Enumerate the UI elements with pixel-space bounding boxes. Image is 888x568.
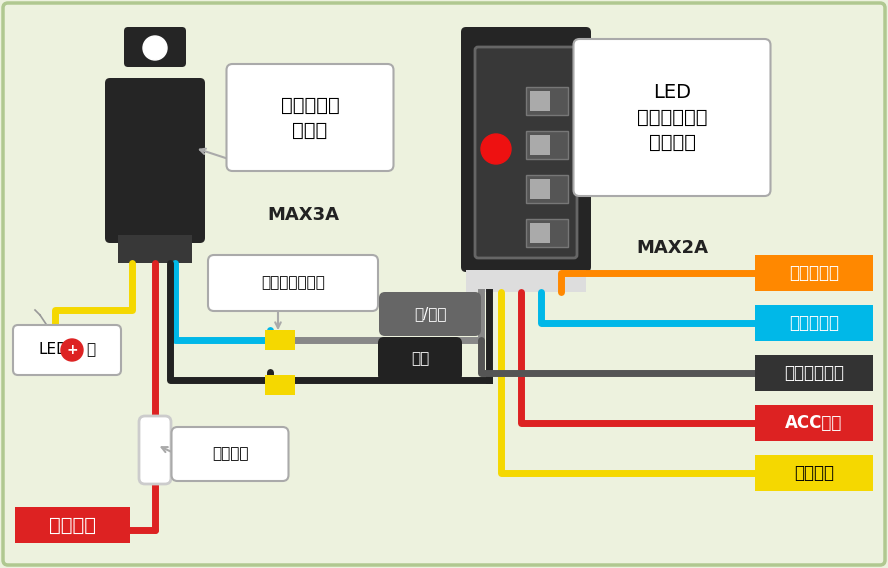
- Text: カーテシ線: カーテシ線: [789, 314, 839, 332]
- Text: ユニット用
リレー: ユニット用 リレー: [281, 95, 339, 140]
- FancyBboxPatch shape: [526, 219, 568, 247]
- Text: ACC電源: ACC電源: [785, 414, 843, 432]
- Text: 黒/白線: 黒/白線: [414, 307, 447, 321]
- FancyBboxPatch shape: [755, 455, 873, 491]
- Text: 常時電源: 常時電源: [794, 464, 834, 482]
- FancyBboxPatch shape: [139, 416, 171, 484]
- FancyBboxPatch shape: [530, 91, 550, 111]
- FancyBboxPatch shape: [208, 255, 378, 311]
- Text: ヒューズ: ヒューズ: [211, 446, 249, 461]
- FancyBboxPatch shape: [171, 427, 289, 481]
- FancyBboxPatch shape: [526, 175, 568, 203]
- FancyBboxPatch shape: [755, 255, 873, 291]
- Text: LED: LED: [38, 343, 67, 357]
- Circle shape: [61, 339, 83, 361]
- FancyBboxPatch shape: [530, 179, 550, 199]
- Text: +: +: [67, 343, 78, 357]
- FancyBboxPatch shape: [530, 223, 550, 243]
- Circle shape: [481, 134, 511, 164]
- FancyBboxPatch shape: [526, 87, 568, 115]
- FancyBboxPatch shape: [475, 47, 577, 258]
- FancyBboxPatch shape: [13, 325, 121, 375]
- FancyBboxPatch shape: [265, 330, 295, 350]
- FancyBboxPatch shape: [755, 305, 873, 341]
- Text: 接続コネクター: 接続コネクター: [261, 275, 325, 290]
- Text: MAX3A: MAX3A: [267, 206, 339, 224]
- FancyBboxPatch shape: [265, 375, 295, 395]
- Text: イルミ電源: イルミ電源: [789, 264, 839, 282]
- FancyBboxPatch shape: [378, 337, 462, 381]
- FancyBboxPatch shape: [755, 355, 873, 391]
- FancyBboxPatch shape: [379, 292, 481, 336]
- FancyBboxPatch shape: [755, 405, 873, 441]
- Text: 黒線: 黒線: [411, 352, 429, 366]
- Text: LED
コントロール
ユニット: LED コントロール ユニット: [637, 83, 707, 152]
- FancyBboxPatch shape: [574, 39, 771, 196]
- FancyBboxPatch shape: [3, 3, 885, 565]
- FancyBboxPatch shape: [118, 235, 192, 263]
- Text: MAX2A: MAX2A: [636, 239, 708, 257]
- Text: へ: へ: [86, 343, 95, 357]
- FancyBboxPatch shape: [530, 135, 550, 155]
- Text: ボディアース: ボディアース: [784, 364, 844, 382]
- Text: 常時電源: 常時電源: [49, 516, 96, 534]
- Circle shape: [143, 36, 167, 60]
- FancyBboxPatch shape: [526, 131, 568, 159]
- FancyBboxPatch shape: [226, 64, 393, 171]
- FancyBboxPatch shape: [466, 270, 586, 292]
- FancyBboxPatch shape: [15, 507, 130, 543]
- FancyBboxPatch shape: [124, 27, 186, 67]
- FancyBboxPatch shape: [461, 27, 591, 272]
- FancyBboxPatch shape: [105, 78, 205, 243]
